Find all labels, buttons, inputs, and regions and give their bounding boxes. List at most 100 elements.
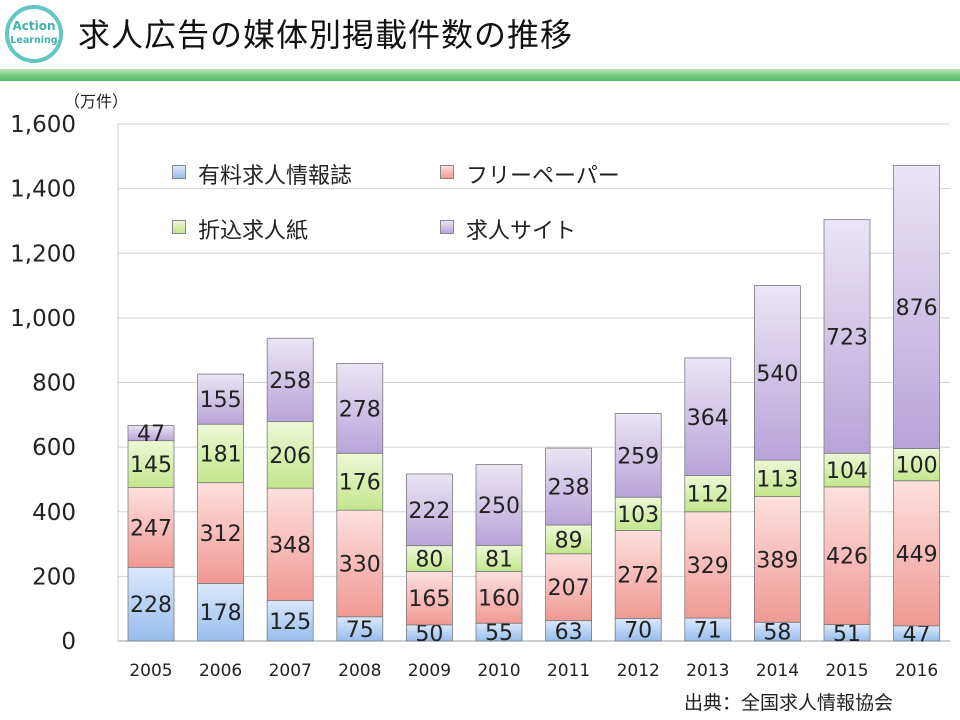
data-label-job-site: 540 — [756, 362, 798, 387]
data-label-job-site: 222 — [408, 499, 450, 524]
bar-segment-insert — [684, 475, 732, 513]
data-label-magazine: 125 — [269, 610, 311, 635]
data-label-job-site: 364 — [687, 406, 729, 431]
legend-swatch-free-paper — [440, 165, 454, 179]
data-label-insert: 112 — [687, 483, 729, 508]
x-tick-label: 2010 — [477, 661, 520, 681]
data-label-insert: 113 — [756, 467, 798, 492]
data-label-magazine: 71 — [694, 619, 722, 644]
page-title: 求人広告の媒体別掲載件数の推移 — [78, 16, 574, 54]
data-label-magazine: 228 — [130, 593, 172, 618]
data-label-job-site: 47 — [137, 422, 165, 447]
data-label-free-paper: 247 — [130, 516, 172, 541]
y-tick-label: 1,000 — [10, 306, 76, 332]
y-axis-unit-label: （万件） — [64, 92, 129, 111]
bar-segment-job-site — [754, 285, 801, 461]
bar-stack-2008: 75 330 176 278 — [336, 363, 384, 643]
source-credit: 出典：全国求人情報協会 — [684, 692, 894, 714]
bar-segment-free-paper — [266, 487, 314, 602]
y-tick-label: 1,400 — [10, 177, 76, 203]
data-label-insert: 100 — [896, 454, 938, 479]
data-label-insert: 176 — [339, 471, 381, 496]
logo-text-bottom: Learning — [10, 35, 58, 46]
legend-label-insert: 折込求人紙 — [198, 219, 309, 244]
x-tick-label: 2012 — [617, 661, 660, 681]
legend-swatch-magazine — [172, 165, 186, 179]
bar-segment-insert — [754, 459, 801, 497]
x-tick-label: 2013 — [686, 661, 729, 681]
data-label-job-site: 259 — [617, 444, 659, 469]
data-label-free-paper: 329 — [687, 554, 729, 579]
bar-stack-2014: 58 389 113 540 — [754, 285, 801, 646]
data-label-insert: 206 — [269, 444, 311, 469]
bar-segment-job-site — [127, 425, 175, 442]
bar-stack-2010: 55 160 81 250 — [475, 464, 523, 646]
legend-swatch-job-site — [440, 220, 454, 234]
data-label-insert: 145 — [130, 453, 172, 478]
data-label-job-site: 723 — [826, 325, 868, 350]
data-label-magazine: 55 — [485, 621, 513, 646]
data-label-insert: 81 — [485, 547, 513, 572]
bar-segment-insert — [266, 421, 314, 489]
data-label-magazine: 47 — [903, 622, 931, 647]
legend-swatch-insert — [172, 220, 186, 234]
y-axis-tick-labels: 0 200 400 600 800 1,000 1,200 1,400 1,600 — [10, 112, 76, 655]
data-label-magazine: 178 — [200, 601, 242, 626]
bar-stack-2005: 228 247 145 47 — [127, 422, 175, 642]
y-tick-label: 200 — [32, 564, 76, 590]
bar-segment-magazine — [266, 600, 314, 642]
bar-segment-free-paper — [475, 571, 523, 624]
y-tick-label: 800 — [32, 371, 76, 397]
data-label-magazine: 51 — [833, 622, 861, 647]
data-label-free-paper: 207 — [548, 576, 590, 601]
bar-segment-free-paper — [823, 486, 871, 625]
data-label-insert: 103 — [617, 503, 659, 528]
data-label-job-site: 278 — [339, 397, 381, 422]
title-underline — [0, 69, 960, 81]
x-tick-label: 2014 — [756, 661, 799, 681]
y-tick-label: 600 — [32, 435, 76, 461]
legend-label-magazine: 有料求人情報誌 — [198, 164, 353, 189]
data-label-job-site: 238 — [548, 476, 590, 501]
data-label-free-paper: 272 — [617, 563, 659, 588]
data-label-insert: 104 — [826, 459, 868, 484]
bar-segment-free-paper — [893, 480, 940, 627]
data-label-job-site: 250 — [478, 494, 520, 519]
bar-segment-job-site — [614, 413, 662, 498]
bar-segment-insert — [336, 452, 384, 511]
data-label-job-site: 155 — [200, 388, 242, 413]
bar-stack-2009: 50 165 80 222 — [405, 473, 453, 647]
data-label-free-paper: 160 — [478, 586, 520, 611]
bar-segment-job-site — [823, 219, 871, 454]
y-tick-label: 1,200 — [10, 241, 76, 267]
x-tick-label: 2016 — [895, 661, 938, 681]
y-tick-label: 1,600 — [10, 112, 76, 138]
bar-segment-free-paper — [754, 496, 801, 623]
data-label-job-site: 876 — [896, 296, 938, 321]
y-tick-label: 400 — [32, 500, 76, 526]
bar-segment-free-paper — [684, 511, 732, 619]
bar-stack-2016: 47 449 100 876 — [893, 164, 940, 647]
legend-label-free-paper: フリーペーパー — [466, 164, 620, 189]
data-label-insert: 89 — [555, 528, 583, 553]
data-label-free-paper: 330 — [339, 552, 381, 577]
data-label-job-site: 258 — [269, 369, 311, 394]
y-tick-label: 0 — [61, 629, 76, 655]
bar-segment-job-site — [475, 464, 523, 546]
bar-segment-free-paper — [336, 509, 384, 618]
bar-segment-job-site — [893, 164, 940, 449]
bar-stack-2012: 70 272 103 259 — [614, 413, 662, 644]
data-label-free-paper: 165 — [408, 587, 450, 612]
data-label-magazine: 58 — [763, 621, 791, 646]
bar-segment-job-site — [266, 337, 314, 422]
bar-segment-magazine — [336, 616, 384, 642]
bar-segment-magazine — [127, 566, 175, 642]
x-tick-label: 2011 — [547, 661, 590, 681]
bars: 228 247 145 47 178 312 181 155 125 348 206 258 75 330… — [127, 164, 940, 647]
bar-segment-insert — [614, 496, 662, 531]
bar-segment-insert — [127, 440, 175, 488]
action-learning-logo: Action Learning — [5, 5, 63, 63]
data-label-insert: 80 — [415, 548, 443, 573]
bar-stack-2011: 63 207 89 238 — [545, 447, 592, 645]
